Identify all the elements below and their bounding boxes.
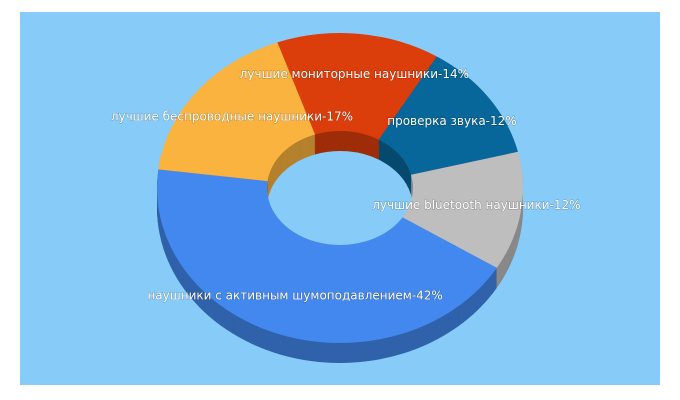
slice [156, 169, 497, 344]
data-label: проверка звука-12% [387, 114, 516, 128]
slice [158, 42, 316, 182]
data-label: лучшие bluetooth наушники-12% [372, 198, 580, 212]
data-label: лучшие мониторные наушники-14% [240, 67, 469, 81]
slice [277, 33, 437, 140]
slice [378, 56, 518, 175]
slice [402, 151, 523, 268]
data-label: лучшие беспроводные наушники-17% [111, 110, 353, 124]
data-label: наушники с активным шумоподавлением-42% [147, 288, 442, 302]
